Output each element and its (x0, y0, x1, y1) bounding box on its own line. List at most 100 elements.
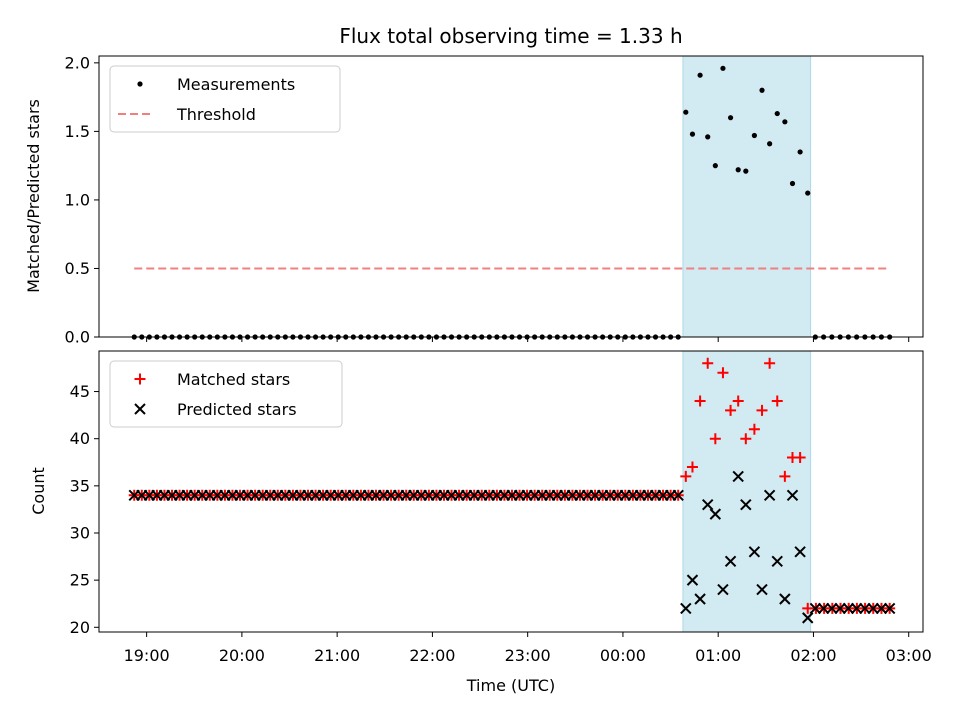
shaded-region (682, 350, 812, 633)
data-point (782, 119, 788, 125)
legend-label: Threshold (176, 105, 256, 124)
data-point (817, 602, 830, 615)
data-point (705, 134, 711, 140)
legend-swatch (134, 403, 146, 415)
data-point (740, 433, 752, 445)
y-tick-label: 2.0 (65, 53, 90, 72)
data-point (834, 602, 846, 615)
y-tick-label: 25 (70, 571, 90, 590)
data-point (717, 367, 729, 379)
legend-box (109, 65, 341, 133)
data-point (702, 357, 714, 369)
y-tick-label: 0.5 (65, 259, 90, 278)
top-panel: 0.0 0.5 1.0 1.5 2.0 Matched/Predicted stars Me… (24, 53, 924, 347)
x-tick-label: 01:00 (695, 646, 741, 665)
y-tick-label: 45 (70, 382, 90, 401)
data-point (709, 508, 722, 520)
data-point (779, 470, 791, 482)
data-point (717, 583, 729, 596)
x-tick-label: 19:00 (124, 646, 170, 665)
data-point (732, 395, 744, 407)
data-point (756, 583, 768, 596)
data-point (724, 555, 737, 567)
data-point (771, 555, 783, 567)
y-tick-label: 0.0 (65, 328, 90, 347)
data-point (743, 168, 749, 174)
data-point (794, 452, 806, 464)
data-point (763, 489, 776, 501)
data-point (774, 110, 780, 117)
data-point (694, 395, 706, 407)
legend-item: Measurements (137, 75, 295, 94)
legend: Measurements Threshold (109, 65, 341, 133)
data-point (842, 602, 855, 615)
legend: Matched stars Predicted stars (109, 360, 343, 428)
data-point (859, 602, 871, 615)
data-point (720, 65, 726, 71)
data-point (709, 433, 721, 445)
axes-frame (98, 350, 924, 633)
x-axis-label: Time (UTC) (466, 676, 555, 695)
data-point (725, 404, 737, 416)
data-point (802, 612, 814, 624)
data-point (797, 149, 803, 155)
y-tick-label: 35 (70, 476, 90, 495)
y-tick-label: 1.5 (65, 122, 90, 141)
data-point (764, 357, 776, 369)
data-point (683, 109, 689, 115)
legend-label: Predicted stars (177, 400, 297, 419)
axes-frame (98, 55, 924, 338)
chart-title: Flux total observing time = 1.33 h (339, 24, 682, 48)
x-tick-label: 21:00 (314, 646, 360, 665)
data-point (771, 395, 783, 407)
x-tick-label: 20:00 (219, 646, 265, 665)
y-tick-label: 40 (70, 429, 90, 448)
data-point (686, 461, 698, 473)
x-tick-label: 00:00 (600, 646, 646, 665)
legend-swatch (134, 373, 146, 385)
data-point (875, 602, 888, 615)
data-point (767, 141, 773, 147)
data-point (805, 190, 811, 196)
legend-swatch (137, 81, 143, 87)
data-point (694, 593, 706, 605)
data-point (759, 87, 765, 93)
shaded-region (682, 55, 812, 338)
data-point (748, 546, 761, 558)
legend-label: Measurements (177, 75, 295, 94)
y-tick-label: 20 (70, 618, 90, 637)
x-tick-label: 03:00 (886, 646, 932, 665)
data-point (686, 574, 699, 586)
data-point (867, 602, 879, 615)
data-point (751, 132, 757, 139)
data-point (756, 404, 768, 416)
legend-item: Threshold (118, 105, 256, 124)
data-point (697, 72, 703, 78)
data-point (689, 131, 696, 137)
data-point (702, 498, 714, 511)
data-point (748, 423, 760, 435)
data-point (680, 470, 692, 482)
legend-label: Matched stars (177, 370, 290, 389)
data-point (786, 489, 799, 501)
data-point (672, 489, 684, 501)
data-point (727, 115, 734, 121)
x-tick-label: 02:00 (790, 646, 836, 665)
y-tick-label: 30 (70, 523, 90, 542)
y-axis-label: Matched/Predicted stars (24, 99, 43, 293)
data-point (735, 167, 741, 173)
y-axis-label: Count (29, 467, 48, 515)
bottom-panel: 20 25 30 35 40 45 19:00 20:00 21:00 22:00 23:00 00:… (29, 350, 932, 665)
legend-item: Matched stars (134, 370, 290, 389)
x-tick-label: 22:00 (409, 646, 455, 665)
data-point (680, 602, 692, 615)
data-point (826, 602, 838, 615)
data-point (789, 180, 796, 187)
legend-box (109, 360, 343, 428)
data-point (794, 546, 806, 558)
series-predicted-stars (128, 470, 896, 624)
data-point (779, 593, 791, 605)
data-point (712, 163, 718, 169)
legend-item: Predicted stars (134, 400, 297, 419)
